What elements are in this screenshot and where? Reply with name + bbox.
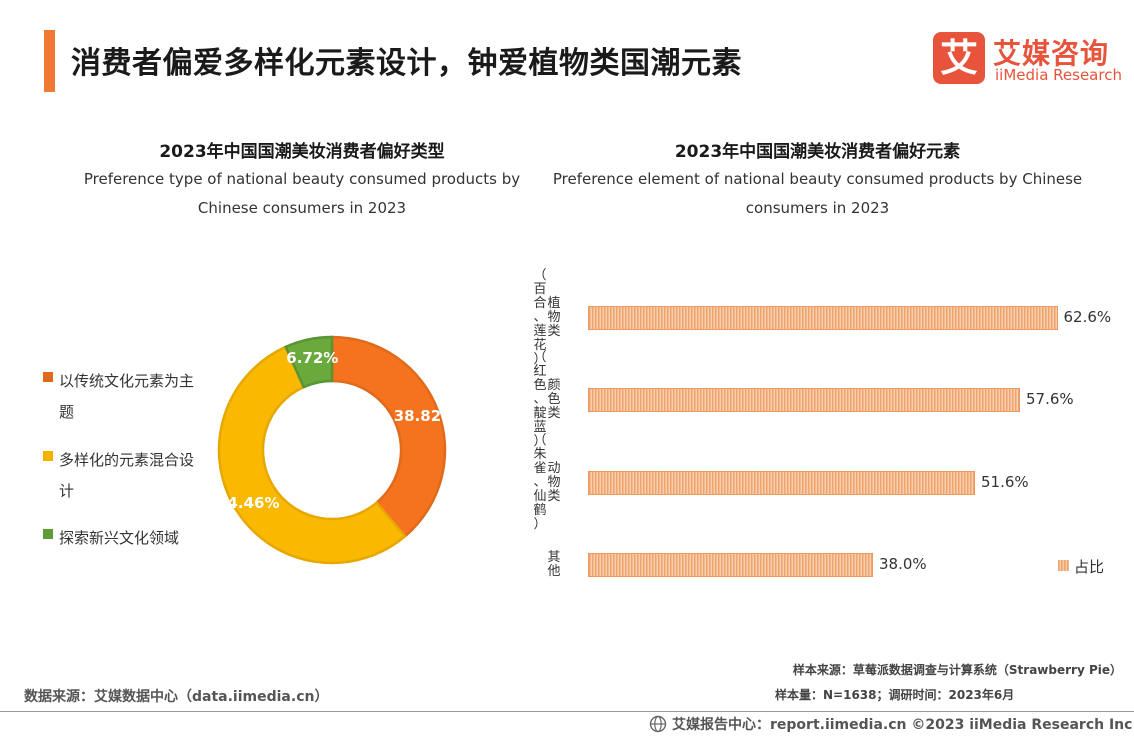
- category-label: 动物类: [547, 461, 561, 504]
- category-note: （百合、莲花）: [533, 268, 547, 367]
- category-note: （红色、靛蓝）: [533, 350, 547, 449]
- bar-legend-swatch: [1058, 560, 1069, 571]
- bar-chart-title: 2023年中国国潮美妆消费者偏好元素: [674, 142, 961, 162]
- donut-chart-subtitle: Preference type of national beauty consu…: [83, 170, 521, 217]
- category-label: 颜色类: [547, 378, 561, 421]
- donut-slice-label: 54.46%: [217, 494, 279, 512]
- bar-legend-label: 占比: [1074, 558, 1105, 576]
- iimedia-logo: 艾 艾媒咨询 iiMedia Research: [933, 32, 1122, 86]
- bar: [588, 471, 975, 495]
- donut-slice: [284, 335, 334, 389]
- globe-icon: [649, 715, 667, 733]
- bar: [588, 388, 1020, 412]
- footer-divider: [0, 711, 1134, 712]
- bar-value-label: 51.6%: [981, 473, 1029, 491]
- donut-chart: 38.82% 54.46% 6.72%: [217, 335, 456, 565]
- legend-swatch: [43, 529, 53, 539]
- page-title: 消费者偏爱多样化元素设计，钟爱植物类国潮元素: [71, 46, 742, 81]
- category-label: 植物类: [547, 296, 561, 339]
- sample-source-note: 样本来源：草莓派数据调查与计算系统（Strawberry Pie）: [792, 663, 1122, 677]
- donut-slice-label: 6.72%: [286, 349, 338, 367]
- legend-label: 多样化的元素混合设计: [59, 451, 195, 500]
- legend-label: 探索新兴文化领域: [59, 529, 180, 547]
- bar: [588, 306, 1058, 330]
- legend-label: 以传统文化元素为主题: [59, 372, 195, 421]
- donut-slice-label: 38.82%: [394, 407, 456, 425]
- title-accent-bar: [44, 30, 55, 92]
- logo-text-cn: 艾媒咨询: [993, 37, 1110, 70]
- category-label: 其他: [547, 550, 561, 579]
- bar-value-label: 62.6%: [1063, 308, 1112, 326]
- bar-value-label: 57.6%: [1026, 390, 1074, 408]
- logo-text-en: iiMedia Research: [995, 66, 1122, 84]
- legend-swatch: [43, 451, 53, 461]
- donut-slice: [217, 345, 407, 565]
- logo-mark: [933, 32, 985, 84]
- bar-value-label: 38.0%: [879, 555, 927, 573]
- category-note: （朱雀、仙鹤）: [533, 433, 547, 532]
- logo-glyph: 艾: [939, 36, 978, 80]
- legend-swatch: [43, 372, 53, 382]
- footer-report-center: 艾媒报告中心：report.iimedia.cn ©2023 iiMedia R…: [672, 717, 1133, 733]
- donut-slice: [330, 335, 447, 539]
- bar: [588, 553, 873, 577]
- data-source: 数据来源：艾媒数据中心（data.iimedia.cn）: [24, 689, 329, 705]
- bar-chart-subtitle: Preference element of national beauty co…: [552, 170, 1083, 217]
- donut-chart-title: 2023年中国国潮美妆消费者偏好类型: [159, 142, 445, 162]
- sample-size-note: 样本量：N=1638；调研时间：2023年6月: [775, 688, 1015, 702]
- bar-legend: 占比: [1058, 556, 1128, 576]
